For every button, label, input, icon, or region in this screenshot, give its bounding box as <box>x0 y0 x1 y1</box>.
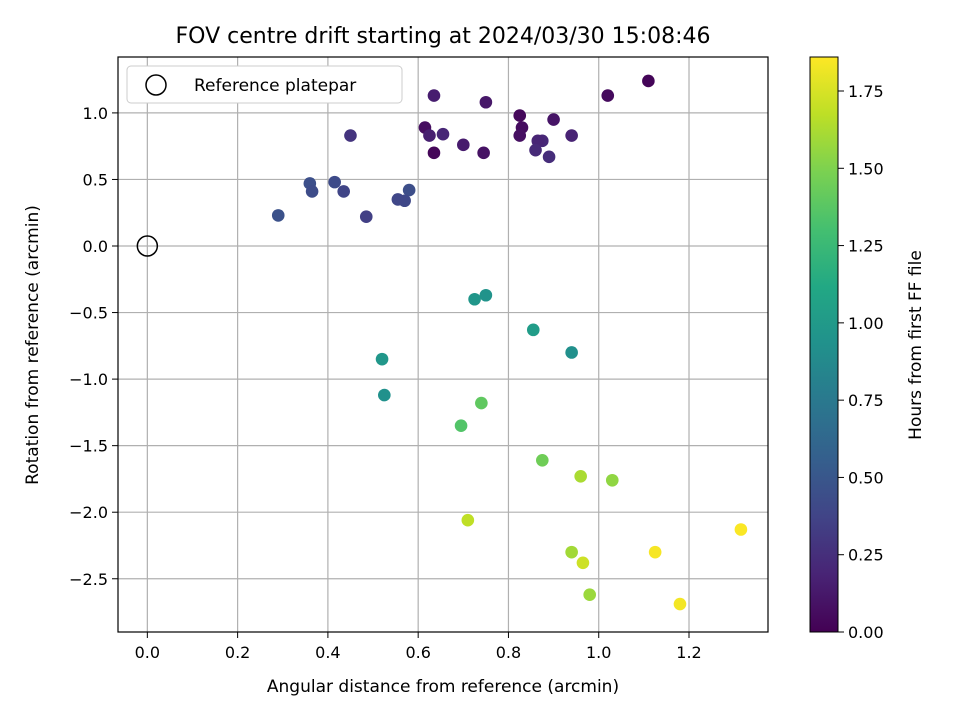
y-tick-label: 0.0 <box>83 237 108 256</box>
x-tick-label: 0.6 <box>405 643 430 662</box>
colorbar-tick-label: 0.25 <box>848 546 884 565</box>
data-point <box>378 388 391 402</box>
data-point <box>565 545 578 559</box>
colorbar-ticks: 0.00 0.25 0.50 0.75 1.00 1.25 1.50 1.75 <box>838 82 884 642</box>
data-point <box>565 129 578 142</box>
data-point <box>542 150 556 164</box>
data-point <box>305 185 319 198</box>
data-point <box>468 292 481 306</box>
data-point <box>391 193 405 206</box>
colorbar-tick-label: 1.75 <box>848 82 884 101</box>
legend-box <box>126 65 403 104</box>
data-point <box>359 210 373 224</box>
y-tick-label: −0.5 <box>69 304 108 323</box>
plot-frame <box>117 56 769 633</box>
data-point <box>479 288 493 302</box>
data-point <box>576 556 590 570</box>
data-point <box>673 597 687 611</box>
y-tick-label: 0.5 <box>83 170 108 189</box>
data-point <box>574 469 587 483</box>
colorbar-tick-label: 0.50 <box>848 468 884 487</box>
x-tick-label: 0.0 <box>135 643 160 662</box>
data-point <box>526 323 540 337</box>
data-point <box>375 352 389 366</box>
x-tick-label: 0.2 <box>225 643 250 662</box>
colorbar-tick-label: 1.00 <box>848 314 884 333</box>
data-point <box>513 129 527 142</box>
y-tick-label: −2.0 <box>69 503 108 522</box>
chart-title: FOV centre drift starting at 2024/03/30 … <box>176 24 711 49</box>
legend-label: Reference platepar <box>194 76 356 96</box>
data-point <box>536 453 549 467</box>
data-point <box>648 545 662 559</box>
y-tick-label: 1.0 <box>83 104 108 123</box>
data-point <box>565 346 578 359</box>
data-point <box>454 419 468 432</box>
data-point <box>328 175 341 189</box>
x-axis-label: Angular distance from reference (arcmin) <box>267 677 619 697</box>
colorbar: 0.00 0.25 0.50 0.75 1.00 1.25 1.50 1.75 Hours f… <box>809 56 926 642</box>
data-point <box>402 183 416 197</box>
y-tick-label: −1.0 <box>69 370 108 389</box>
colorbar-tick-label: 0.00 <box>848 623 884 642</box>
x-tick-label: 1.2 <box>676 643 701 662</box>
data-point <box>344 129 357 142</box>
data-point <box>479 95 493 109</box>
x-tick-label: 1.0 <box>586 643 611 662</box>
data-point <box>601 89 615 102</box>
data-point <box>513 109 527 122</box>
scatter-points <box>271 74 748 611</box>
data-point <box>605 473 619 487</box>
grid-lines <box>118 57 768 632</box>
x-tick-label: 0.8 <box>496 643 521 662</box>
data-point <box>427 146 441 160</box>
data-point <box>583 588 597 602</box>
colorbar-gradient <box>809 56 839 633</box>
y-tick-label: −2.5 <box>69 570 108 589</box>
x-tick-label: 0.4 <box>315 643 340 662</box>
y-axis-ticks: −2.5 −2.0 −1.5 −1.0 −0.5 0.0 0.5 1.0 <box>69 104 118 589</box>
data-point <box>271 209 285 222</box>
x-axis-ticks: 0.0 0.2 0.4 0.6 0.8 1.0 1.2 <box>135 632 702 662</box>
colorbar-label: Hours from first FF file <box>906 250 926 440</box>
data-point <box>734 523 748 536</box>
reference-marker <box>136 235 159 257</box>
data-point <box>642 74 655 88</box>
legend-marker <box>145 74 167 96</box>
data-point <box>436 127 450 141</box>
reference-marker-group <box>136 235 159 257</box>
colorbar-tick-label: 1.50 <box>848 159 884 178</box>
colorbar-tick-label: 0.75 <box>848 391 884 410</box>
legend: Reference platepar <box>126 65 403 104</box>
data-point <box>337 185 350 198</box>
data-point <box>475 396 488 410</box>
data-point <box>547 113 560 126</box>
data-point <box>423 129 436 142</box>
data-point <box>427 89 441 102</box>
data-point <box>529 143 542 157</box>
y-tick-label: −1.5 <box>69 437 108 456</box>
data-point <box>461 513 475 527</box>
y-axis-label: Rotation from reference (arcmin) <box>23 205 43 485</box>
data-point <box>457 138 470 152</box>
colorbar-tick-label: 1.25 <box>848 237 884 256</box>
data-point <box>477 146 490 160</box>
